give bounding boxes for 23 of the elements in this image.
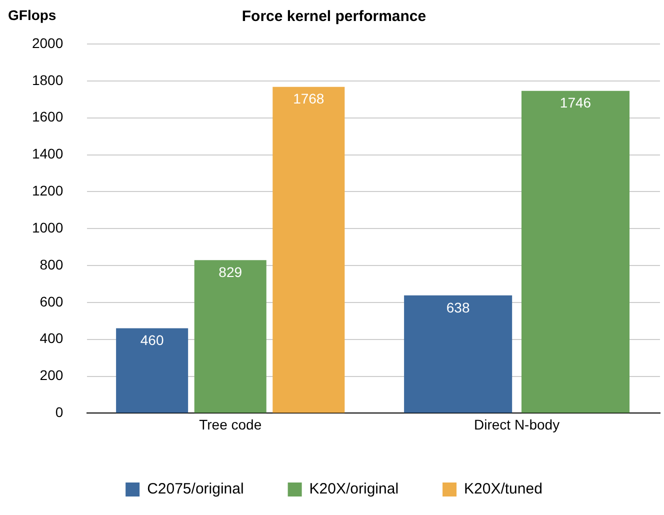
y-tick-label: 800	[40, 256, 64, 272]
y-axis-title: GFlops	[8, 6, 56, 23]
y-tick-label: 1000	[32, 219, 64, 236]
data-label: 1768	[293, 90, 324, 107]
y-tick-label: 2000	[32, 34, 64, 51]
y-tick-label: 600	[40, 293, 64, 310]
y-tick-label: 200	[40, 367, 64, 384]
y-tick-label: 0	[55, 404, 64, 420]
x-tick-label: Tree code	[199, 416, 262, 432]
legend-label: K20X/tuned	[464, 480, 542, 498]
data-label: 829	[218, 264, 242, 280]
y-tick-label: 1600	[32, 108, 64, 125]
chart-title: Force kernel performance	[242, 8, 426, 26]
y-tick-label: 1400	[32, 146, 64, 162]
data-label: 638	[446, 299, 470, 316]
data-label: 460	[140, 332, 164, 348]
y-tick-label: 1200	[32, 182, 64, 199]
legend-label: C2075/original	[147, 480, 244, 498]
y-tick-label: 400	[40, 330, 64, 346]
legend-label: K20X/original	[309, 480, 399, 498]
x-tick-label: Direct N-body	[474, 416, 560, 432]
data-label: 1746	[560, 94, 592, 111]
y-tick-label: 1800	[32, 72, 64, 88]
